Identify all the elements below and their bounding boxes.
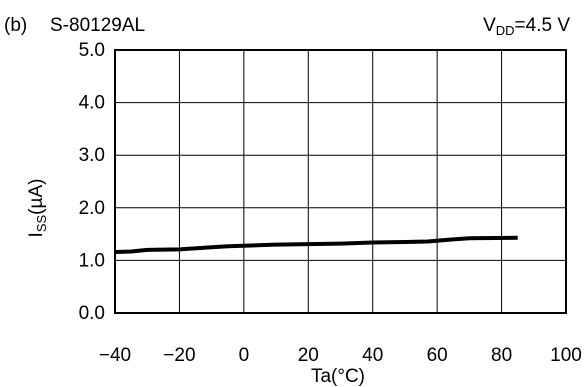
x-tick-label: 80 [491,345,512,366]
data-series [114,235,518,254]
x-tick-label: −20 [163,345,195,366]
panel-label: (b) [4,15,27,36]
iss-series-line [114,235,518,254]
y-tick-label: 5.0 [79,40,105,61]
supply-condition-sub: DD [496,23,515,38]
part-number: S-80129AL [50,15,145,36]
y-tick-label: 3.0 [79,145,105,166]
y-tick-label: 0.0 [79,303,105,324]
x-tick-label: 60 [427,345,448,366]
y-axis-label-main: I [26,232,47,237]
y-axis-label-sub: SS [34,215,49,233]
x-tick-label: 100 [550,345,582,366]
y-tick-label: 4.0 [79,93,105,114]
y-tick-label: 2.0 [79,198,105,219]
x-tick-label: 40 [362,345,383,366]
supply-condition: VDD=4.5 V [483,15,570,38]
x-tick-label: 20 [298,345,319,366]
y-axis-label: ISS(µA) [26,179,49,238]
x-tick-label: 0 [239,345,250,366]
plot-frame [114,49,567,314]
x-tick-label: −40 [99,345,131,366]
supply-condition-v: V [483,15,496,36]
y-tick-label: 1.0 [79,250,105,271]
supply-condition-value: =4.5 V [515,15,571,36]
tick-labels: 0.0 1.0 2.0 3.0 4.0 5.0 −40 −20 0 20 40 60 80 100 [79,40,582,366]
x-axis-label: Ta(°C) [311,366,365,387]
y-axis-label-unit: (µA) [26,179,47,215]
grid [115,50,566,313]
